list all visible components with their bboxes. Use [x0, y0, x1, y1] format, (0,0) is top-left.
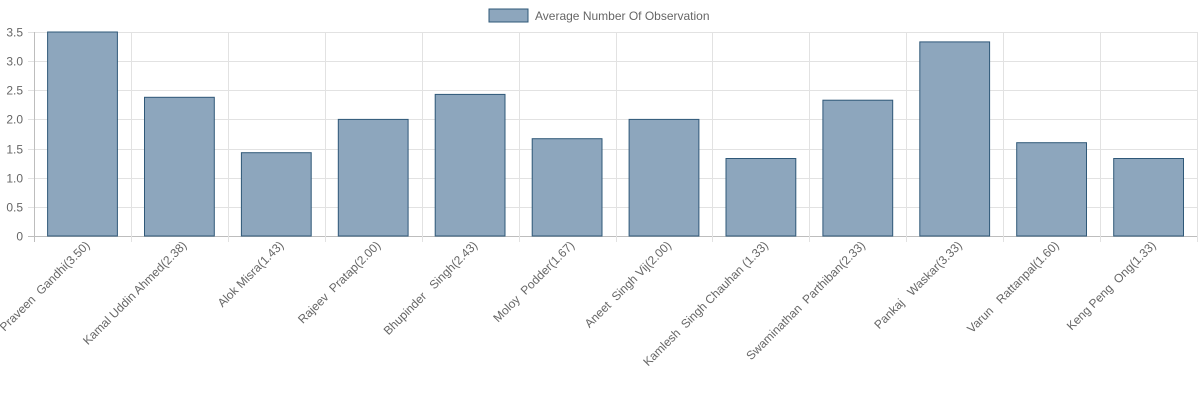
y-tick-label: 1.5	[6, 143, 23, 157]
x-axis: Praveen Gandhi(3.50)Kamal Uddin Ahmed(2.…	[0, 238, 1159, 369]
y-tick-label: 0	[16, 230, 23, 244]
y-tick-label: 3.5	[6, 26, 23, 40]
y-tick-label: 1.0	[6, 172, 23, 186]
legend-swatch	[488, 8, 529, 23]
x-tick-label: Varun Rattanpal(1.60)	[964, 238, 1061, 335]
legend: Average Number Of Observation	[488, 8, 710, 23]
bar	[822, 99, 894, 237]
bar	[531, 138, 603, 237]
x-tick-label: Moloy Podder(1.67)	[490, 238, 577, 325]
x-tick-label: Pankaj Waskar(3.33)	[871, 238, 965, 332]
x-tick-label: Alok Misra(1.43)	[215, 238, 287, 310]
x-tick-label: Rajeev Pratap(2.00)	[295, 238, 383, 326]
bar	[725, 158, 797, 237]
bar	[47, 31, 118, 237]
bar	[628, 118, 700, 237]
bar	[144, 96, 215, 237]
x-tick-label: Aneet Singh Vij(2.00)	[582, 238, 674, 330]
bar	[1016, 142, 1088, 237]
y-axis: 0 0.5 1.0 1.5 2.0 2.5 3.0 3.5	[6, 26, 23, 244]
grid	[28, 32, 1198, 242]
x-tick-label: Bhupinder Singh(2.43)	[381, 238, 481, 338]
bar	[434, 93, 506, 237]
x-tick-label: Praveen Gandhi(3.50)	[0, 238, 93, 334]
y-tick-label: 2.0	[6, 113, 23, 127]
bar	[337, 118, 409, 237]
bar	[919, 41, 991, 237]
x-tick-label: Kamal Uddin Ahmed(2.38)	[80, 238, 189, 347]
y-tick-label: 3.0	[6, 55, 23, 69]
y-tick-label: 2.5	[6, 84, 23, 98]
bar	[1113, 158, 1184, 237]
bars	[47, 31, 1184, 237]
bar	[240, 152, 312, 237]
x-tick-label: Keng Peng Ong(1.33)	[1064, 238, 1159, 333]
y-tick-label: 0.5	[6, 201, 23, 215]
legend-label: Average Number Of Observation	[535, 9, 710, 23]
